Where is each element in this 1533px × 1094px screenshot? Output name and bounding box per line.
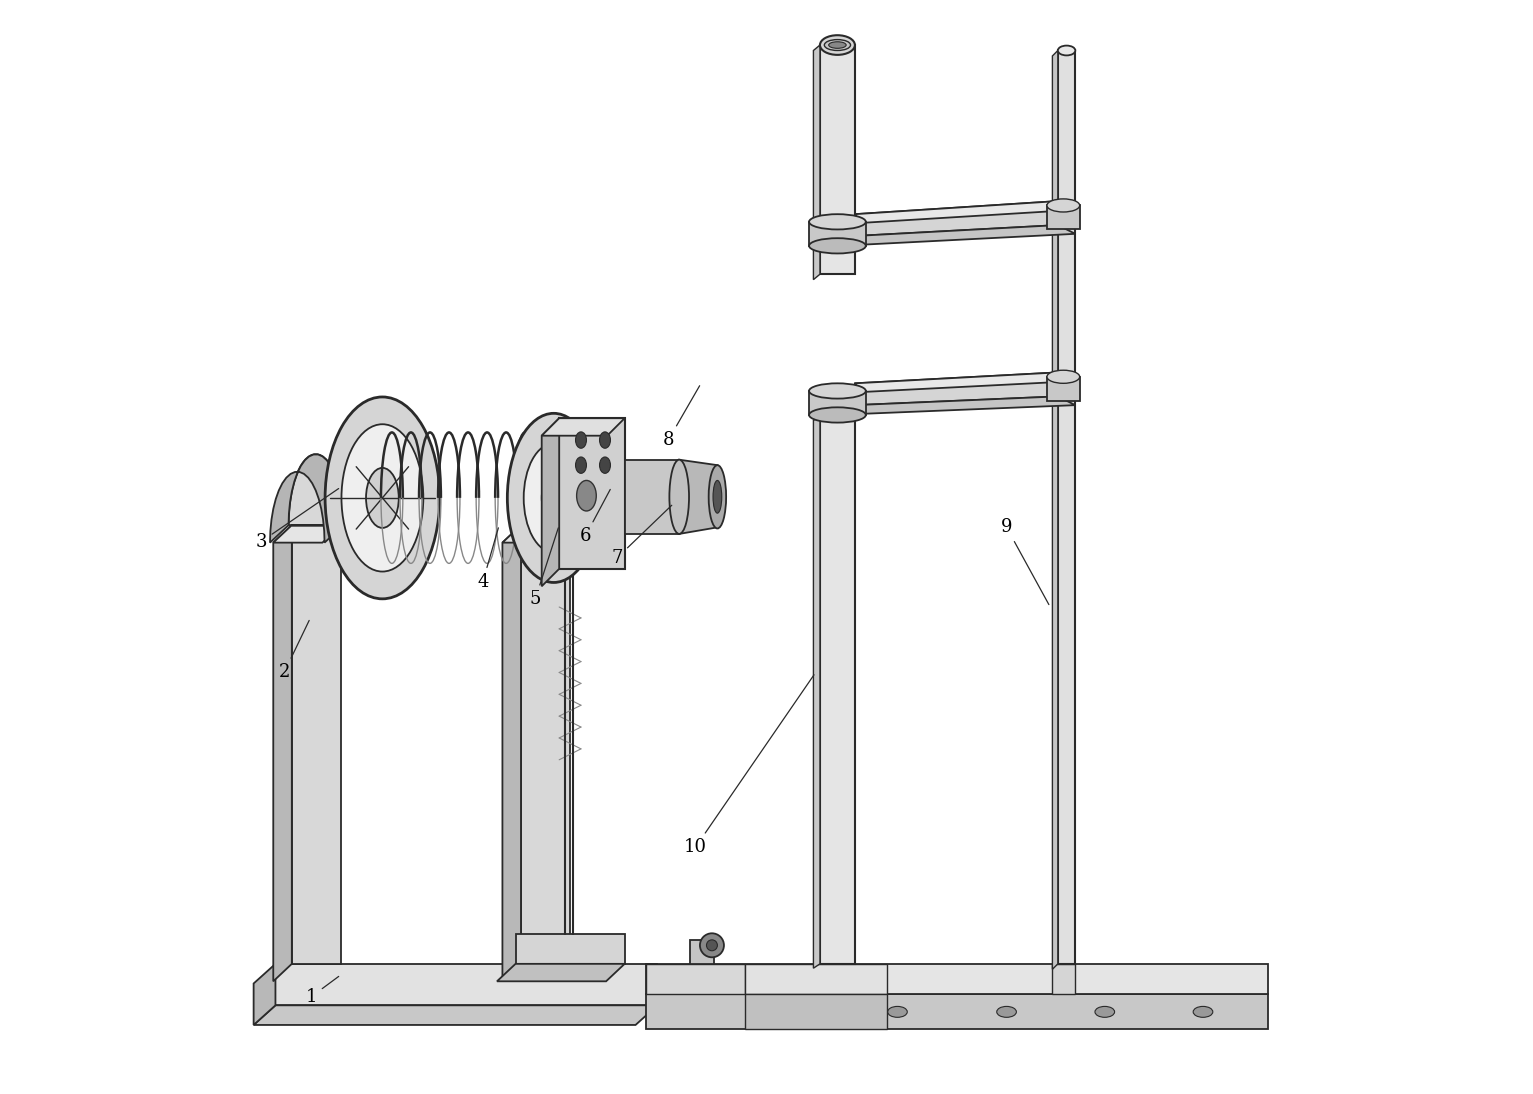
Polygon shape	[814, 45, 820, 280]
Polygon shape	[497, 964, 624, 981]
Polygon shape	[809, 391, 866, 415]
Ellipse shape	[1193, 1006, 1213, 1017]
Polygon shape	[745, 964, 886, 994]
Text: 6: 6	[579, 489, 610, 545]
Ellipse shape	[1095, 1006, 1114, 1017]
Polygon shape	[855, 396, 1075, 414]
Polygon shape	[855, 225, 1075, 245]
Polygon shape	[1047, 376, 1079, 400]
Text: 5: 5	[529, 527, 558, 608]
Polygon shape	[521, 525, 570, 964]
Ellipse shape	[599, 457, 610, 474]
Polygon shape	[270, 454, 343, 543]
Polygon shape	[273, 525, 291, 981]
Ellipse shape	[707, 940, 717, 951]
Ellipse shape	[701, 933, 724, 957]
Text: 7: 7	[612, 505, 671, 567]
Polygon shape	[1047, 206, 1079, 230]
Ellipse shape	[507, 414, 599, 582]
Text: 1: 1	[305, 977, 339, 1005]
Ellipse shape	[342, 424, 423, 571]
Ellipse shape	[708, 465, 727, 528]
Polygon shape	[624, 459, 679, 534]
Polygon shape	[560, 418, 624, 569]
Ellipse shape	[541, 476, 566, 520]
Ellipse shape	[670, 459, 688, 534]
Ellipse shape	[809, 407, 866, 422]
Polygon shape	[515, 934, 624, 964]
Ellipse shape	[575, 457, 587, 474]
Text: 3: 3	[256, 489, 339, 550]
Polygon shape	[276, 964, 658, 1005]
Polygon shape	[503, 525, 521, 981]
Text: 4: 4	[477, 527, 498, 591]
Polygon shape	[855, 372, 1058, 405]
Polygon shape	[855, 372, 1075, 392]
Polygon shape	[647, 964, 1268, 994]
Ellipse shape	[820, 35, 855, 55]
Polygon shape	[745, 994, 886, 1029]
Polygon shape	[1052, 964, 1075, 994]
Polygon shape	[1058, 50, 1075, 964]
Text: 8: 8	[662, 386, 699, 449]
Polygon shape	[820, 416, 855, 964]
Ellipse shape	[829, 42, 846, 48]
Polygon shape	[273, 525, 340, 543]
Ellipse shape	[524, 443, 584, 552]
Ellipse shape	[1047, 370, 1079, 383]
Ellipse shape	[325, 397, 440, 598]
Polygon shape	[541, 418, 560, 586]
Ellipse shape	[713, 480, 722, 513]
Polygon shape	[288, 454, 343, 525]
Polygon shape	[855, 201, 1058, 236]
Ellipse shape	[575, 432, 587, 449]
Ellipse shape	[809, 214, 866, 230]
Polygon shape	[820, 45, 855, 275]
Ellipse shape	[809, 238, 866, 254]
Ellipse shape	[800, 1006, 820, 1017]
Ellipse shape	[599, 432, 610, 449]
Polygon shape	[690, 940, 714, 964]
Polygon shape	[291, 525, 340, 964]
Ellipse shape	[1058, 46, 1075, 56]
Ellipse shape	[1047, 199, 1079, 212]
Polygon shape	[679, 459, 717, 534]
Text: 10: 10	[684, 675, 814, 857]
Ellipse shape	[825, 39, 851, 50]
Polygon shape	[253, 1005, 658, 1025]
Ellipse shape	[809, 383, 866, 398]
Polygon shape	[1052, 50, 1058, 969]
Ellipse shape	[576, 480, 596, 511]
Polygon shape	[647, 964, 745, 994]
Polygon shape	[541, 418, 624, 435]
Ellipse shape	[996, 1006, 1016, 1017]
Polygon shape	[503, 525, 570, 543]
Text: 9: 9	[1001, 519, 1049, 605]
Polygon shape	[809, 222, 866, 246]
Polygon shape	[855, 201, 1075, 223]
Ellipse shape	[888, 1006, 908, 1017]
Text: 2: 2	[279, 620, 310, 682]
Polygon shape	[647, 994, 1268, 1029]
Ellipse shape	[366, 468, 399, 528]
Polygon shape	[814, 416, 820, 968]
Polygon shape	[253, 964, 276, 1025]
